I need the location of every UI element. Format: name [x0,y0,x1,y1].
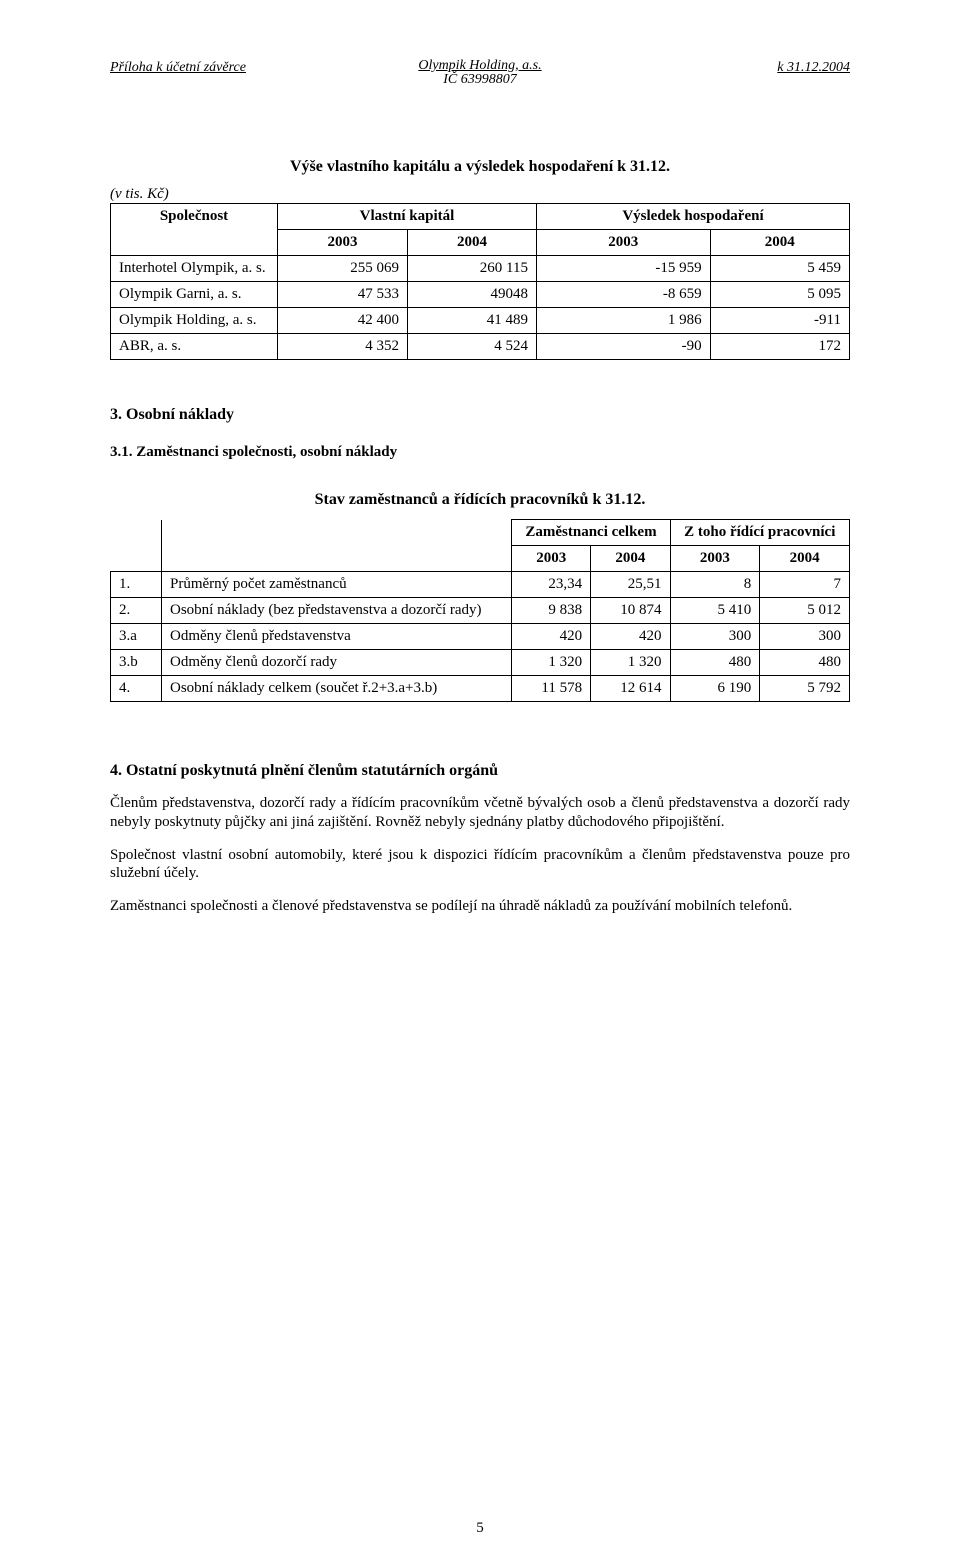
heading-3-1: 3.1. Zaměstnanci společnosti, osobní nák… [110,444,850,461]
cell-value: 300 [670,624,760,650]
row-desc: Osobní náklady (bez představenstva a doz… [162,598,512,624]
cell-value: 480 [760,650,850,676]
col-emp-total: Zaměstnanci celkem [512,520,670,546]
row-desc: Odměny členů představenstva [162,624,512,650]
table-row: 4. Osobní náklady celkem (součet ř.2+3.a… [111,676,850,702]
table-row: Zaměstnanci celkem Z toho řídící pracovn… [111,520,850,546]
cell-value: 41 489 [408,308,537,334]
col-year: 2003 [278,230,408,256]
table-row: ABR, a. s. 4 352 4 524 -90 172 [111,334,850,360]
cell-value: 7 [760,572,850,598]
col-mgmt: Z toho řídící pracovníci [670,520,849,546]
col-year: 2004 [591,546,670,572]
blank-header [162,520,512,572]
cell-value: 42 400 [278,308,408,334]
cell-value: 5 459 [710,256,849,282]
col-year: 2004 [760,546,850,572]
row-desc: Odměny členů dozorčí rady [162,650,512,676]
col-year: 2004 [710,230,849,256]
cell-value: 10 874 [591,598,670,624]
cell-value: 4 352 [278,334,408,360]
table-row: Společnost Vlastní kapitál Výsledek hosp… [111,204,850,230]
row-desc: Osobní náklady celkem (součet ř.2+3.a+3.… [162,676,512,702]
company-name: Olympik Garni, a. s. [111,282,278,308]
header-right: k 31.12.2004 [777,60,850,76]
col-year: 2003 [512,546,591,572]
cell-value: 1 320 [512,650,591,676]
table-row: 1. Průměrný počet zaměstnanců 23,34 25,5… [111,572,850,598]
heading-4: 4. Ostatní poskytnutá plnění členům stat… [110,762,850,780]
company-name: Interhotel Olympik, a. s. [111,256,278,282]
col-result: Výsledek hospodaření [536,204,849,230]
table-row: Interhotel Olympik, a. s. 255 069 260 11… [111,256,850,282]
row-index: 1. [111,572,162,598]
table-row: 2. Osobní náklady (bez představenstva a … [111,598,850,624]
cell-value: 5 095 [710,282,849,308]
col-year: 2004 [408,230,537,256]
cell-value: 480 [670,650,760,676]
paragraph: Společnost vlastní osobní automobily, kt… [110,846,850,884]
cell-value: 23,34 [512,572,591,598]
cell-value: 1 986 [536,308,710,334]
cell-value: -15 959 [536,256,710,282]
cell-value: 260 115 [408,256,537,282]
table-row: Olympik Garni, a. s. 47 533 49048 -8 659… [111,282,850,308]
cell-value: 300 [760,624,850,650]
paragraph: Zaměstnanci společnosti a členové předst… [110,897,850,916]
cell-value: 8 [670,572,760,598]
cell-value: 5 792 [760,676,850,702]
table2-title: Stav zaměstnanců a řídících pracovníků k… [110,491,850,509]
cell-value: 49048 [408,282,537,308]
cell-value: -90 [536,334,710,360]
cell-value: 420 [591,624,670,650]
cell-value: 9 838 [512,598,591,624]
cell-value: 255 069 [278,256,408,282]
table-row: Olympik Holding, a. s. 42 400 41 489 1 9… [111,308,850,334]
row-index: 4. [111,676,162,702]
staff-costs-table: Zaměstnanci celkem Z toho řídící pracovn… [110,519,850,702]
page-number: 5 [0,1520,960,1537]
cell-value: 25,51 [591,572,670,598]
row-desc: Průměrný počet zaměstnanců [162,572,512,598]
equity-result-table: Společnost Vlastní kapitál Výsledek hosp… [110,203,850,360]
company-name: Olympik Holding, a. s. [111,308,278,334]
cell-value: 5 012 [760,598,850,624]
header-left: Příloha k účetní závěrce [110,60,246,76]
table1-note: (v tis. Kč) [110,186,850,203]
heading-3: 3. Osobní náklady [110,406,850,424]
cell-value: 420 [512,624,591,650]
col-equity: Vlastní kapitál [278,204,537,230]
row-index: 3.a [111,624,162,650]
paragraph: Členům představenstva, dozorčí rady a ří… [110,794,850,832]
cell-value: 11 578 [512,676,591,702]
row-index: 3.b [111,650,162,676]
col-year: 2003 [670,546,760,572]
cell-value: -8 659 [536,282,710,308]
col-company: Společnost [111,204,278,256]
table-row: 3.a Odměny členů představenstva 420 420 … [111,624,850,650]
cell-value: 5 410 [670,598,760,624]
cell-value: 172 [710,334,849,360]
row-index: 2. [111,598,162,624]
cell-value: 6 190 [670,676,760,702]
col-year: 2003 [536,230,710,256]
cell-value: -911 [710,308,849,334]
cell-value: 1 320 [591,650,670,676]
table-row: 3.b Odměny členů dozorčí rady 1 320 1 32… [111,650,850,676]
company-name: ABR, a. s. [111,334,278,360]
blank-header [111,520,162,572]
cell-value: 47 533 [278,282,408,308]
cell-value: 12 614 [591,676,670,702]
cell-value: 4 524 [408,334,537,360]
table1-title: Výše vlastního kapitálu a výsledek hospo… [110,158,850,176]
